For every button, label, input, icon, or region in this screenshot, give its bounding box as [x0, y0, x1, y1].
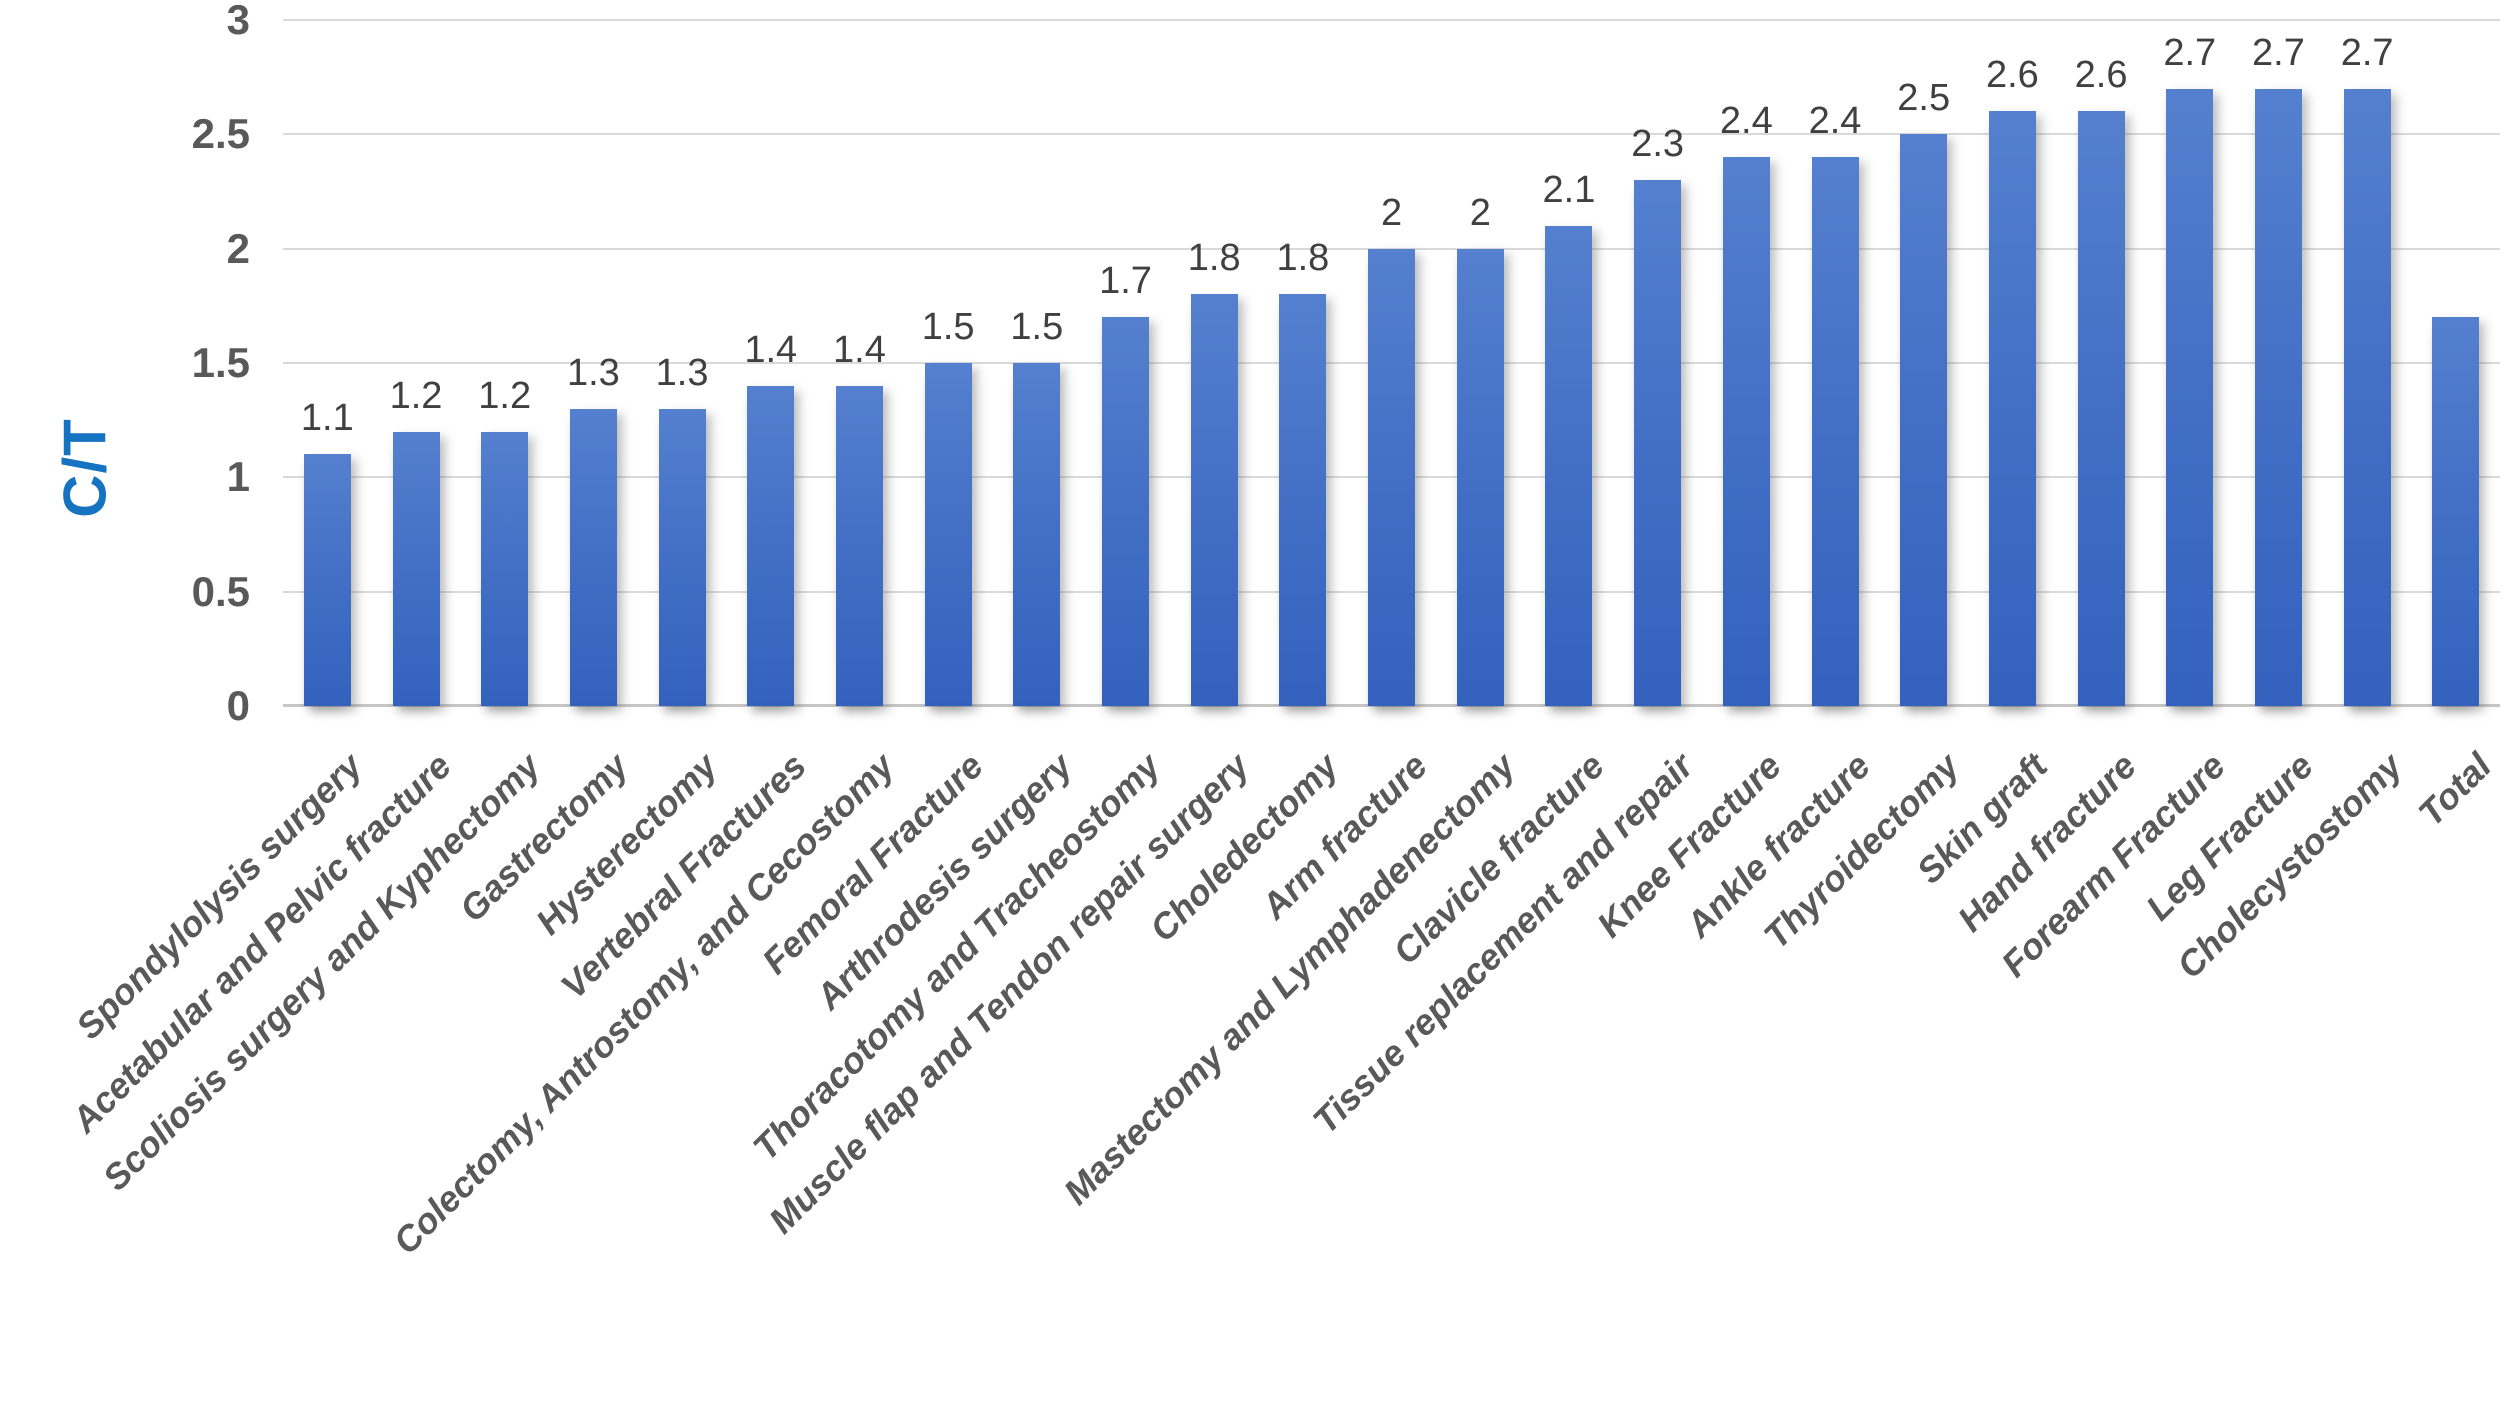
- bar-value-label: 1.5: [921, 306, 975, 348]
- bar: [1900, 134, 1948, 706]
- bar: [481, 431, 529, 706]
- bar-value-label: 1.4: [744, 328, 798, 371]
- bars-row: 1.1 1.2 1.2 1.3 1.3 1.4 1.4 1.5 1.5 1.7 1.8 1.8 2 2 2.…: [283, 20, 2500, 706]
- bar: [392, 431, 440, 706]
- bar-value-label: 2: [1381, 191, 1403, 234]
- bar-slot: 1.3: [549, 20, 638, 706]
- bar: [2166, 88, 2214, 706]
- bar: [1456, 248, 1504, 706]
- bar: [569, 408, 617, 706]
- y-tick-label: 2: [226, 224, 250, 272]
- bar: [1102, 317, 1150, 706]
- bar-slot: [2412, 20, 2501, 706]
- bar: [1013, 363, 1061, 706]
- bar-value-label: 2.6: [1985, 54, 2039, 97]
- y-tick-label: 2.5: [191, 110, 250, 158]
- bar-value-label: 2.6: [2074, 54, 2128, 97]
- bar-value-label: 2.4: [1808, 100, 1862, 143]
- bar-value-label: 2.1: [1542, 168, 1596, 211]
- bar-value-label: 1.3: [655, 351, 709, 394]
- y-tick-label: 0: [226, 682, 250, 729]
- bar-slot: 1.5: [904, 20, 993, 706]
- y-tick-label: 1.5: [191, 339, 250, 386]
- plot-area: 1.1 1.2 1.2 1.3 1.3 1.4 1.4 1.5 1.5 1.7 1.8 1.8 2 2 2.…: [283, 19, 2500, 707]
- y-tick-label: 0.5: [191, 567, 250, 615]
- bar: [1634, 180, 1682, 706]
- bar-slot: 2: [1436, 20, 1525, 706]
- bar-slot: 2.4: [1791, 20, 1880, 706]
- bar-value-label: 1.8: [1276, 237, 1330, 280]
- bar: [924, 363, 972, 706]
- bar-slot: 2.6: [2057, 20, 2146, 706]
- bar-slot: 1.8: [1259, 20, 1348, 706]
- bar-slot: 1.2: [372, 20, 461, 706]
- bar: [1545, 225, 1593, 706]
- bar-slot: 1.7: [1081, 20, 1170, 706]
- bar-slot: 1.5: [993, 20, 1082, 706]
- bar: [658, 408, 706, 706]
- bar-value-label: 1.3: [566, 351, 620, 394]
- bar-value-label: 2.7: [2252, 31, 2305, 74]
- bar-slot: 2.7: [2234, 20, 2323, 706]
- bar-value-label: 2: [1469, 191, 1491, 234]
- bar-value-label: 1.1: [300, 397, 354, 440]
- bar-value-label: 1.4: [833, 328, 886, 371]
- gridline: [283, 19, 2500, 21]
- bar-slot: 1.4: [815, 20, 904, 706]
- bar: [747, 385, 795, 706]
- bar: [1988, 111, 2036, 706]
- bar-slot: 1.8: [1170, 20, 1259, 706]
- bar-value-label: 2.7: [2163, 31, 2217, 74]
- bar: [1279, 294, 1327, 706]
- bar: [303, 454, 351, 706]
- y-tick-label: 3: [226, 0, 250, 43]
- bar: [1811, 157, 1859, 706]
- bar-value-label: 1.5: [1010, 306, 1064, 348]
- bar-slot: 2.5: [1879, 20, 1968, 706]
- bar-chart: C/T 1.1 1.2 1.2 1.3 1.3 1.4 1.4 1.5 1.5 1.7 1.8 1.8…: [51, 0, 2500, 1262]
- bar-value-label: 2.4: [1719, 100, 1773, 143]
- bar-slot: 2.4: [1702, 20, 1791, 706]
- bar-value-label: 1.2: [478, 374, 532, 417]
- bar: [2077, 111, 2125, 706]
- bar-slot: 1.4: [726, 20, 815, 706]
- bar-value-label: 2.7: [2340, 31, 2394, 74]
- bar-value-label: 2.5: [1897, 77, 1951, 120]
- bar-value-label: 1.2: [389, 374, 443, 417]
- bar-slot: 1.1: [283, 20, 372, 706]
- bar-slot: 2.7: [2145, 20, 2234, 706]
- bar-slot: 2.1: [1525, 20, 1614, 706]
- bar: [2432, 317, 2480, 706]
- bar-value-label: 1.7: [1099, 260, 1152, 303]
- bar: [1722, 157, 1770, 706]
- bar: [835, 385, 883, 706]
- bar: [1368, 248, 1416, 706]
- bar-slot: 2.7: [2323, 20, 2412, 706]
- bar-slot: 1.2: [460, 20, 549, 706]
- bar-slot: 2.3: [1613, 20, 1702, 706]
- bar-slot: 1.3: [638, 20, 727, 706]
- bar: [1190, 294, 1238, 706]
- bar-value-label: 2.3: [1631, 123, 1685, 166]
- y-tick-label: 1: [226, 453, 250, 501]
- bar-slot: 2.6: [1968, 20, 2057, 706]
- gridline: [283, 133, 2500, 136]
- bar-slot: 2: [1347, 20, 1436, 706]
- bar-value-label: 1.8: [1187, 237, 1241, 280]
- bar: [2343, 88, 2391, 706]
- bar: [2254, 88, 2302, 706]
